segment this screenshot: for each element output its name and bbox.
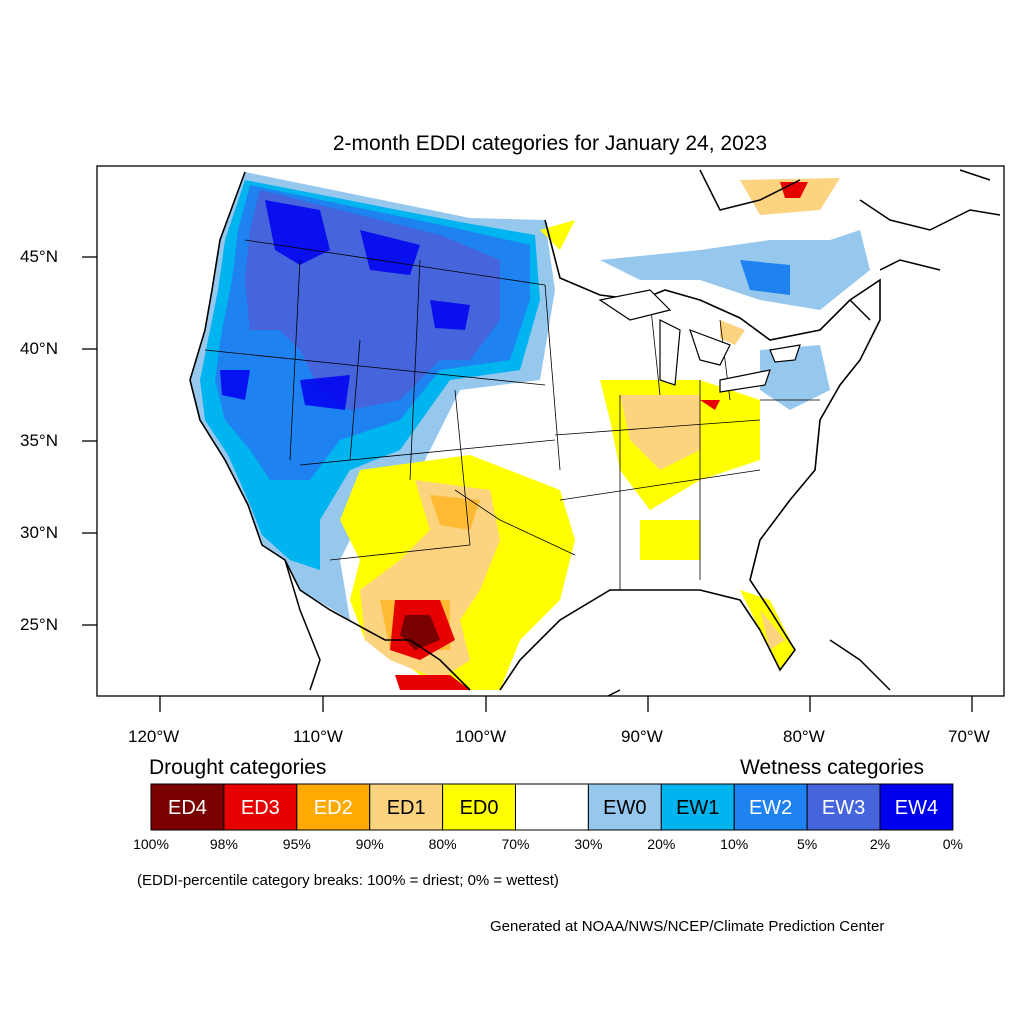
lon-label: 110°W (293, 727, 343, 746)
legend-label: EW2 (749, 797, 792, 819)
credit-line: Generated at NOAA/NWS/NCEP/Climate Predi… (490, 918, 885, 935)
percentile-label: 98% (209, 836, 238, 852)
percentile-label: 80% (428, 836, 457, 852)
ed4-texas (400, 615, 440, 650)
legend-swatch (369, 783, 444, 831)
map-title: 2-month EDDI categories for January 24, … (332, 132, 768, 155)
coastline (189, 171, 881, 691)
drought-heading: Drought categories (149, 756, 327, 779)
legend-swatch (296, 783, 371, 831)
lon-label: 70°W (948, 727, 990, 746)
plot-border (96, 165, 1005, 697)
canada-coast (699, 169, 1001, 321)
ew4-west (220, 200, 470, 410)
percentile-label: 2% (869, 836, 891, 852)
lon-label: 100°W (455, 727, 507, 746)
lon-label: 120°W (128, 727, 180, 746)
legend-swatch (879, 783, 954, 831)
ed1-south (360, 178, 840, 680)
lat-label: 35°N (20, 431, 58, 450)
lat-label: 25°N (20, 615, 58, 634)
lon-label: 80°W (783, 727, 825, 746)
percentile-label: 90% (355, 836, 384, 852)
lat-ticks (82, 256, 97, 626)
percentile-label: 10% (720, 836, 749, 852)
legend-label: EW3 (822, 797, 865, 819)
lat-label: 45°N (20, 247, 58, 266)
lat-label: 40°N (20, 339, 58, 358)
legend-swatch (442, 783, 517, 831)
legend-label: EW1 (676, 797, 719, 819)
lon-label: 90°W (621, 727, 663, 746)
percentile-label: 0% (942, 836, 963, 852)
percentile-label: 30% (574, 836, 603, 852)
percentile-label: 95% (282, 836, 311, 852)
legend-label: ED2 (314, 797, 353, 819)
legend-label: ED1 (387, 797, 426, 819)
legend-label: ED0 (460, 797, 499, 819)
legend-label: EW4 (895, 797, 938, 819)
legend-swatch (223, 783, 298, 831)
wetness-heading: Wetness categories (740, 756, 925, 779)
legend-bar: ED4 ED3 ED2 ED1 ED0 EW0 EW1 EW2 EW3 EW4 (150, 783, 954, 831)
ew2-northeast (740, 260, 790, 295)
percentile-label: 100% (133, 836, 169, 852)
legend-label: ED3 (241, 797, 280, 819)
legend-swatch (150, 783, 225, 831)
legend-label: ED4 (168, 797, 207, 819)
percentile-label: 70% (501, 836, 530, 852)
breaks-note: (EDDI-percentile category breaks: 100% =… (137, 872, 559, 889)
ew-northeast (600, 230, 870, 410)
great-lakes (598, 289, 801, 393)
percentile-label: 5% (796, 836, 818, 852)
legend-label: EW0 (603, 797, 646, 819)
lat-label: 30°N (20, 523, 58, 542)
legend-swatch (587, 783, 662, 831)
percentile-label: 20% (647, 836, 676, 852)
lon-ticks (159, 696, 973, 712)
legend-swatch (515, 783, 589, 831)
mexico-coast (284, 559, 891, 696)
state-lines (204, 239, 820, 590)
